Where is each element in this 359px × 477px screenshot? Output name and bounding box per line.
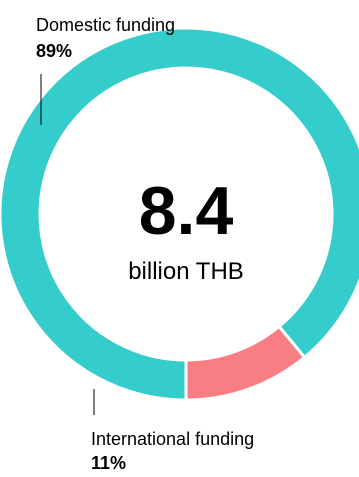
center-value: 8.4 (139, 173, 234, 249)
domestic-percent-label: 89% (36, 41, 72, 61)
international-percent-label: 11% (91, 453, 126, 473)
center-unit: billion THB (128, 258, 244, 285)
international-category-label: International funding (91, 429, 254, 449)
domestic-category-label: Domestic funding (36, 15, 175, 35)
donut-slices (0, 26, 359, 402)
donut-slice-international-funding (184, 324, 307, 402)
donut-slice-domestic-funding (0, 26, 359, 402)
